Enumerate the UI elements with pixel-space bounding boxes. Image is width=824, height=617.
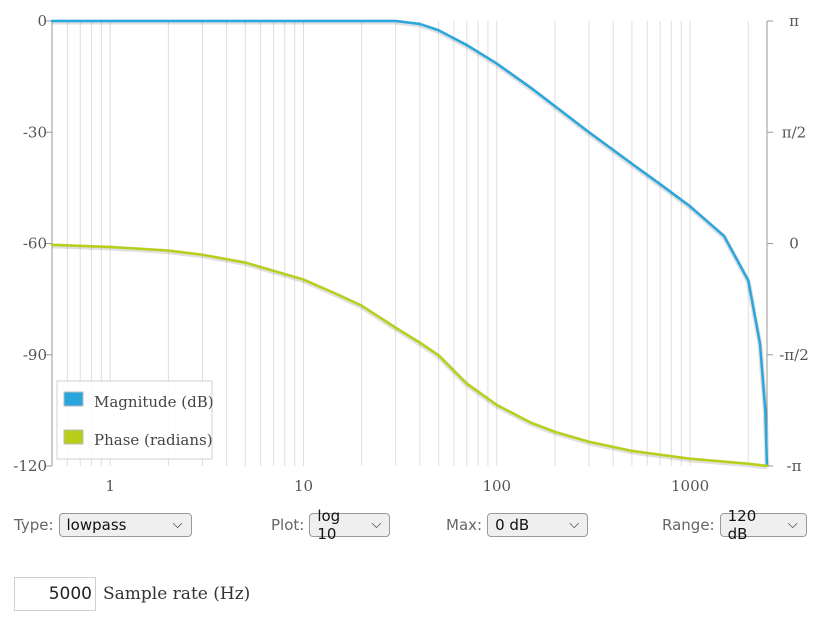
chevron-down-icon: ⌵ — [371, 517, 382, 532]
range-control: Range: 120 dB ⌵ — [662, 507, 807, 543]
legend-label: Magnitude (dB) — [94, 393, 214, 411]
series-line-phase — [50, 243, 769, 468]
type-select[interactable]: lowpass ⌵ — [58, 513, 192, 537]
chevron-down-icon: ⌵ — [787, 517, 798, 532]
max-control: Max: 0 dB ⌵ — [446, 513, 589, 537]
legend-swatch — [63, 391, 84, 407]
max-label: Max: — [446, 516, 483, 534]
series-line-magnitude — [50, 19, 769, 468]
plot-control: Plot: log 10 ⌵ — [271, 507, 391, 543]
type-label: Type: — [14, 516, 54, 534]
max-select-value: 0 dB — [495, 516, 530, 534]
left-tick-label: 0 — [37, 12, 47, 30]
left-tick-label: -120 — [13, 457, 47, 475]
right-tick-label: π/2 — [782, 123, 806, 141]
left-tick-label: -60 — [23, 235, 47, 253]
right-tick-label: -π — [787, 457, 802, 475]
x-tick-label: 1000 — [671, 477, 709, 495]
bode-chart: 0 -30 -60 -90 -120 π π/2 0 -π/2 -π 1 10 100 1000 Magni… — [13, 12, 809, 495]
left-tick-label: -30 — [23, 123, 47, 141]
sample-rate-label: Sample rate (Hz) — [103, 584, 251, 604]
plot-select[interactable]: log 10 ⌵ — [309, 507, 391, 543]
legend-label: Phase (radians) — [94, 431, 213, 449]
right-tick-label: -π/2 — [779, 346, 809, 364]
right-tick-label: π — [789, 12, 799, 30]
chevron-down-icon: ⌵ — [569, 517, 580, 532]
range-select[interactable]: 120 dB ⌵ — [719, 507, 807, 543]
legend-swatch — [63, 429, 84, 445]
plot-select-value: log 10 — [317, 507, 341, 543]
max-select[interactable]: 0 dB ⌵ — [487, 513, 589, 537]
left-tick-label: -90 — [23, 346, 47, 364]
range-select-value: 120 dB — [727, 507, 757, 543]
right-tick-label: 0 — [789, 235, 799, 253]
plot-label: Plot: — [271, 516, 305, 534]
type-select-value: lowpass — [66, 516, 127, 534]
type-control: Type: lowpass ⌵ — [14, 513, 192, 537]
chevron-down-icon: ⌵ — [172, 517, 183, 532]
x-tick-label: 10 — [294, 477, 313, 495]
range-label: Range: — [662, 516, 715, 534]
sample-rate-control: Sample rate (Hz) — [14, 577, 250, 611]
x-tick-label: 1 — [105, 477, 115, 495]
sample-rate-input[interactable] — [14, 577, 96, 611]
x-tick-label: 100 — [482, 477, 511, 495]
